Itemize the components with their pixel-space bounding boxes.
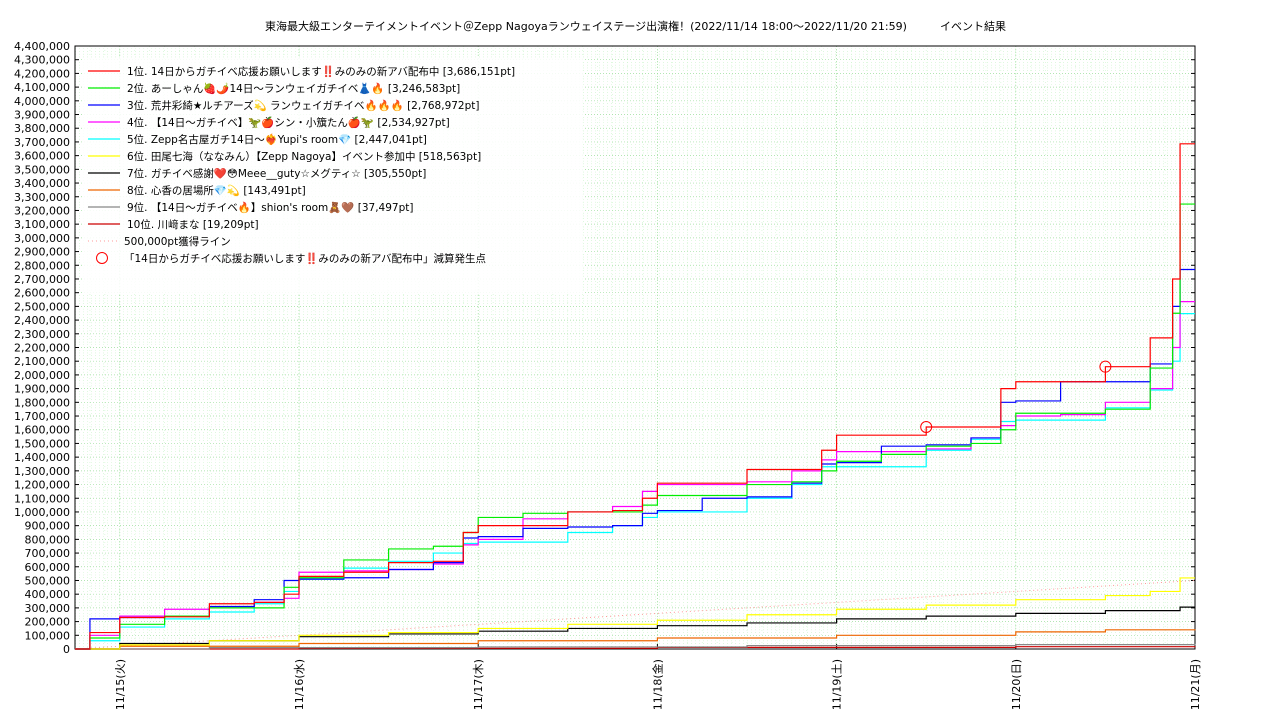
- y-tick-label: 300,000: [25, 602, 71, 615]
- y-tick-label: 2,800,000: [14, 259, 70, 272]
- y-tick-label: 1,100,000: [14, 492, 70, 505]
- y-tick-label: 1,300,000: [14, 465, 70, 478]
- y-tick-label: 1,900,000: [14, 383, 70, 396]
- y-tick-label: 3,300,000: [14, 191, 70, 204]
- legend-label: 4位. 【14日〜ガチイベ】🦖🍎シン・小籏たん🍎🦖 [2,534,927pt]: [127, 116, 450, 129]
- y-tick-label: 1,000,000: [14, 506, 70, 519]
- x-tick-label: 11/15(火): [114, 659, 127, 710]
- y-tick-label: 1,800,000: [14, 396, 70, 409]
- y-tick-label: 4,300,000: [14, 54, 70, 67]
- series-line-2: [75, 203, 1195, 650]
- series-layer: [74, 143, 1196, 650]
- chart-title: 東海最大級エンターテイメントイベント＠Zepp Nagoyaランウェイステージ出…: [265, 19, 907, 33]
- series-line-9: [75, 643, 1196, 650]
- chart-subtitle: イベント結果: [940, 19, 1006, 33]
- y-tick-label: 800,000: [25, 533, 71, 546]
- y-tick-label: 3,000,000: [14, 232, 70, 245]
- legend: 1位. 14日からガチイベ応援お願いします‼️みのみの新アバ配布中 [3,686…: [83, 58, 583, 293]
- y-tick-label: 2,700,000: [14, 273, 70, 286]
- y-tick-label: 500,000: [25, 574, 71, 587]
- y-tick-label: 400,000: [25, 588, 71, 601]
- y-tick-label: 3,700,000: [14, 136, 70, 149]
- legend-label: 10位. 川﨑まな [19,209pt]: [127, 218, 259, 231]
- series-line-1: [75, 143, 1195, 650]
- y-tick-label: 1,600,000: [14, 424, 70, 437]
- y-tick-label: 2,400,000: [14, 314, 70, 327]
- y-tick-label: 2,000,000: [14, 369, 70, 382]
- y-tick-label: 900,000: [25, 520, 71, 533]
- legend-marker: [96, 252, 108, 264]
- y-tick-label: 2,600,000: [14, 287, 70, 300]
- y-tick-label: 2,100,000: [14, 355, 70, 368]
- y-tick-label: 4,000,000: [14, 95, 70, 108]
- reference-line: [74, 579, 1196, 650]
- y-tick-label: 3,900,000: [14, 109, 70, 122]
- x-tick-label: 11/17(木): [472, 659, 485, 710]
- axes: 0100,000200,000300,000400,000500,000600,…: [14, 40, 1202, 710]
- x-tick-label: 11/21(月): [1189, 659, 1202, 710]
- series-line-6: [75, 577, 1195, 650]
- y-tick-label: 4,400,000: [14, 40, 70, 53]
- series-line-8: [75, 629, 1196, 650]
- legend-label: 1位. 14日からガチイベ応援お願いします‼️みのみの新アバ配布中 [3,686…: [127, 65, 515, 78]
- y-tick-label: 2,200,000: [14, 342, 70, 355]
- legend-label: 5位. Zepp名古屋ガチ14日〜❤️‍🔥Yupi's room💎 [2,447…: [127, 133, 427, 146]
- y-tick-label: 3,400,000: [14, 177, 70, 190]
- legend-label: 7位. ガチイベ感謝❤️😳Meee__guty☆メグティ☆ [305,550pt…: [127, 167, 426, 180]
- y-tick-label: 4,200,000: [14, 67, 70, 80]
- y-tick-label: 1,200,000: [14, 479, 70, 492]
- y-tick-label: 2,900,000: [14, 246, 70, 259]
- x-tick-label: 11/18(金): [650, 659, 664, 710]
- legend-label: 「14日からガチイベ応援お願いします‼️みのみの新アバ配布中」減算発生点: [124, 252, 486, 265]
- legend-label: 8位. 心香の居場所💎💫 [143,491pt]: [127, 184, 306, 197]
- y-tick-label: 3,800,000: [14, 122, 70, 135]
- legend-label: 3位. 荒井彩綺★ルチアーズ💫 ランウェイガチイベ🔥🔥🔥 [2,768,972p…: [127, 99, 480, 112]
- deduction-marker: [1099, 360, 1112, 373]
- y-tick-label: 100,000: [25, 629, 71, 642]
- y-tick-label: 1,700,000: [14, 410, 70, 423]
- x-tick-label: 11/19(土): [831, 659, 844, 710]
- legend-label: 6位. 田尾七海（ななみん）【Zepp Nagoya】イベント参加中 [518,…: [127, 150, 481, 163]
- y-tick-label: 700,000: [25, 547, 71, 560]
- y-tick-label: 200,000: [25, 616, 71, 629]
- y-tick-label: 3,100,000: [14, 218, 70, 231]
- y-tick-label: 600,000: [25, 561, 71, 574]
- y-tick-label: 4,100,000: [14, 81, 70, 94]
- series-line-3: [75, 268, 1195, 650]
- legend-label: 9位. 【14日〜ガチイベ🔥】shion's room🧸🤎 [37,497pt]: [127, 201, 413, 214]
- y-tick-label: 2,500,000: [14, 300, 70, 313]
- y-tick-label: 3,600,000: [14, 150, 70, 163]
- x-tick-label: 11/16(水): [293, 659, 306, 710]
- y-tick-label: 1,400,000: [14, 451, 70, 464]
- legend-label: 500,000pt獲得ライン: [124, 235, 231, 248]
- y-tick-label: 3,200,000: [14, 204, 70, 217]
- y-tick-label: 2,300,000: [14, 328, 70, 341]
- y-tick-label: 1,500,000: [14, 437, 70, 450]
- legend-label: 2位. あーしゃん🍓🌶️14日〜ランウェイガチイベ👗🔥 [3,246,583pt…: [127, 82, 460, 95]
- y-tick-label: 3,500,000: [14, 163, 70, 176]
- x-tick-label: 11/20(日): [1010, 659, 1023, 710]
- y-tick-label: 0: [63, 643, 70, 656]
- deduction-marker: [920, 420, 933, 433]
- legend-background: [83, 58, 583, 293]
- plot-frame: [74, 45, 1196, 650]
